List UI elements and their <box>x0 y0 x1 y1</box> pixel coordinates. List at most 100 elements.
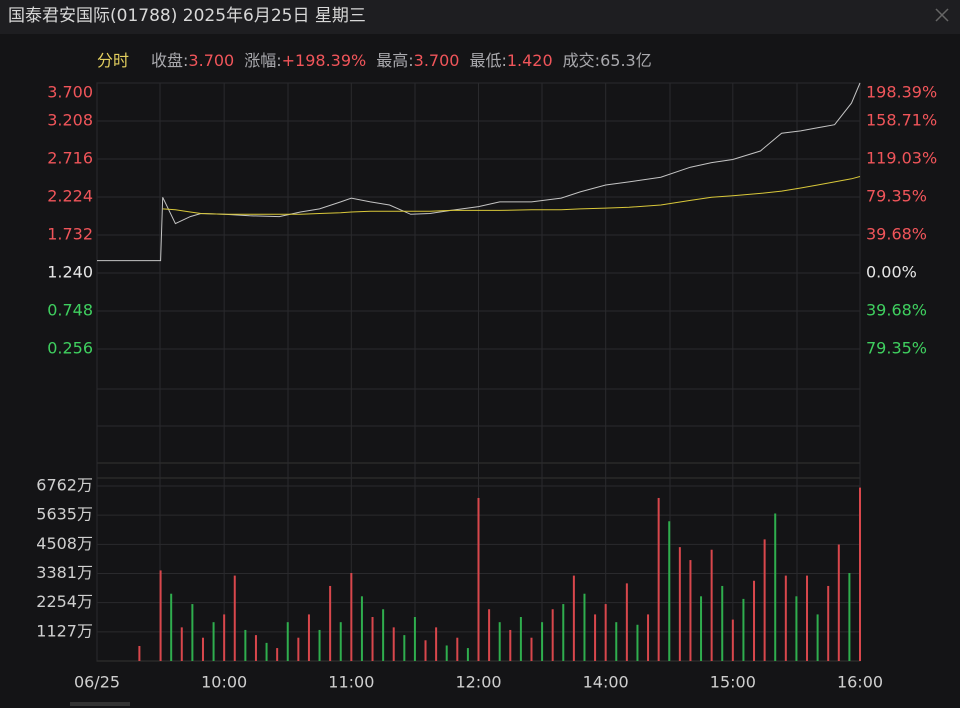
volume-bar <box>329 585 332 661</box>
x-tick-label: 14:00 <box>583 673 629 692</box>
y2-tick-label: 79.35% <box>866 338 927 357</box>
volume-bar <box>594 614 597 661</box>
x-tick-label: 16:00 <box>837 673 883 692</box>
y-tick-label: 3.208 <box>47 111 93 130</box>
volume-bar <box>774 513 777 661</box>
y-tick-label: 1.732 <box>47 225 93 244</box>
volume-bar <box>551 609 554 661</box>
x-tick-label: 12:00 <box>455 673 501 692</box>
volume-tick-label: 3381万 <box>36 563 93 582</box>
volume-bar <box>212 622 215 661</box>
y-tick-label: 3.700 <box>47 83 93 102</box>
volume-bar <box>763 539 766 661</box>
volume-bar <box>435 627 438 661</box>
y2-tick-label: 119.03% <box>866 149 937 168</box>
y2-tick-label: 158.71% <box>866 111 937 130</box>
stat-label: 成交: <box>562 51 601 70</box>
volume-bar <box>700 596 703 661</box>
y2-tick-label: 39.68% <box>866 301 927 320</box>
title-bar: 国泰君安国际(01788) 2025年6月25日 星期三 <box>0 0 960 34</box>
volume-bar <box>159 570 162 661</box>
close-icon[interactable] <box>935 8 949 22</box>
y-tick-label: 0.256 <box>47 339 93 358</box>
y-tick-label: 2.224 <box>47 187 93 206</box>
stat-label: 收盘: <box>151 51 189 70</box>
volume-bar <box>742 598 745 661</box>
volume-bar <box>477 497 480 661</box>
volume-bar <box>297 637 300 661</box>
y-tick-label: 2.716 <box>47 149 93 168</box>
volume-bar <box>138 645 141 661</box>
volume-bar <box>689 560 692 661</box>
stat-label: 涨幅: <box>244 51 282 70</box>
volume-bar <box>403 635 406 661</box>
volume-bar <box>307 614 310 661</box>
volume-bar <box>647 614 650 661</box>
price-line <box>162 176 861 215</box>
volume-tick-label: 2254万 <box>36 592 93 611</box>
volume-bar <box>657 497 660 661</box>
y2-tick-label: 198.39% <box>866 83 937 102</box>
volume-bar <box>318 629 321 661</box>
mode-tab[interactable]: 分时 <box>97 51 130 70</box>
volume-bar <box>456 637 459 661</box>
y2-tick-label: 0.00% <box>866 263 917 282</box>
volume-bar <box>466 648 469 661</box>
y-tick-label: 1.240 <box>47 263 93 282</box>
volume-bar <box>636 624 639 661</box>
volume-bar <box>509 629 512 661</box>
volume-tick-label: 4508万 <box>36 534 93 553</box>
volume-bar <box>816 614 819 661</box>
volume-bar <box>827 585 830 661</box>
volume-bar <box>721 585 724 661</box>
volume-bar <box>668 521 671 661</box>
stat-label: 最低: <box>469 51 507 70</box>
volume-bar <box>731 619 734 661</box>
volume-bar <box>625 583 628 661</box>
volume-bar <box>678 547 681 661</box>
x-tick-label: 11:00 <box>328 673 374 692</box>
volume-bar <box>519 617 522 661</box>
volume-bar <box>604 604 607 661</box>
stat-value: 3.700 <box>413 51 460 70</box>
volume-bar <box>233 575 236 661</box>
volume-bar <box>413 617 416 661</box>
volume-bar <box>530 637 533 661</box>
scroll-indicator[interactable] <box>70 702 130 706</box>
volume-bar <box>562 604 565 661</box>
x-tick-label: 10:00 <box>201 673 247 692</box>
volume-bar <box>286 622 289 661</box>
volume-bar <box>710 549 713 661</box>
x-tick-label: 06/25 <box>74 673 120 692</box>
y2-tick-label: 39.68% <box>866 224 927 243</box>
stats-row: 分时 收盘: 3.700 涨幅: +198.39% 最高: 3.700 最低: 1.420 成交:… <box>97 49 662 73</box>
volume-bar <box>583 593 586 661</box>
volume-bar <box>848 573 851 661</box>
stat-label: 最高: <box>376 51 414 70</box>
volume-bar <box>265 642 268 661</box>
volume-bar <box>254 635 257 661</box>
volume-tick-label: 5635万 <box>36 505 93 524</box>
volume-bar <box>350 573 353 661</box>
volume-bar <box>445 645 448 661</box>
y2-tick-label: 79.35% <box>866 187 927 206</box>
stat-value: 1.420 <box>506 51 553 70</box>
volume-bar <box>806 575 809 661</box>
stat-value: +198.39% <box>281 51 367 70</box>
y-tick-label: 0.748 <box>47 301 93 320</box>
volume-tick-label: 1127万 <box>36 621 93 640</box>
volume-bar <box>753 580 756 661</box>
volume-tick-label: 6762万 <box>36 476 93 495</box>
volume-bar <box>180 627 183 661</box>
volume-bar <box>795 596 798 661</box>
volume-bar <box>360 596 363 661</box>
volume-bar <box>201 637 204 661</box>
volume-bar <box>392 627 395 661</box>
stat-value: 65.3亿 <box>600 51 652 70</box>
volume-bar <box>371 617 374 661</box>
volume-bar <box>859 487 861 661</box>
volume-bar <box>784 575 787 661</box>
volume-bar <box>541 622 544 661</box>
title: 国泰君安国际(01788) 2025年6月25日 星期三 <box>8 6 366 26</box>
